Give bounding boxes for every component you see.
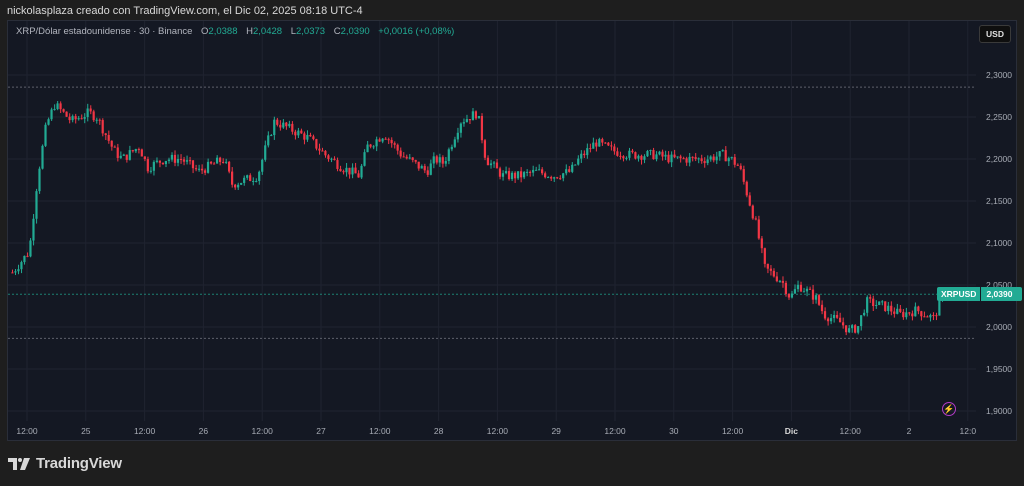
change-value: +0,0016 (+0,08%) [378,26,455,37]
close-value: 2,0390 [340,26,370,37]
lightning-alert-icon[interactable]: ⚡ [942,402,956,416]
price-tick-label: 1,9500 [986,364,1012,374]
price-tick-label: 2,2000 [986,154,1012,164]
brand-name: TradingView [36,455,122,472]
price-tick-label: 2,0000 [986,322,1012,332]
price-tick-label: 2,1000 [986,238,1012,248]
plot-area[interactable]: XRP/Dólar estadounidense · 30 · Binance … [8,21,976,421]
time-tick-label: 29 [551,426,561,436]
time-tick-label: 30 [669,426,679,436]
time-tick-label: 26 [198,426,209,436]
price-axis[interactable]: 2,3000 2,2500 2,2000 2,1500 2,1000 2,0500 2,00… [976,21,1017,440]
price-tick-label: 2,0500 [986,280,1012,290]
time-tick-label: 12:00 [839,426,861,436]
time-tick-label: 28 [433,426,444,436]
last-price-value: 2,0390 [981,287,1023,301]
last-price-symbol: XRPUSD [937,287,981,301]
open-value: 2,0388 [208,26,238,37]
last-price-tag: XRPUSD 2,0390 [937,287,1023,301]
time-axis[interactable]: 12:00 25 12:00 26 12:00 27 12:00 28 12:00 29 12:00… [8,421,976,440]
high-value: 2,0428 [253,26,283,37]
chart-caption: nickolasplaza creado con TradingView.com… [7,5,363,17]
time-tick-label: 12:00 [369,426,391,436]
candlestick-chart[interactable] [8,21,976,421]
time-tick-label: 12:00 [251,426,273,436]
chart-panel[interactable]: XRP/Dólar estadounidense · 30 · Binance … [7,20,1023,441]
time-tick-label: 12:00 [16,426,38,436]
time-tick-label: 12:00 [721,426,744,436]
time-tick-label: 25 [81,426,91,436]
tradingview-logo: TradingView [8,455,122,472]
currency-button[interactable]: USD [979,25,1011,43]
price-tick-label: 2,1500 [986,196,1012,206]
time-tick-label: 27 [316,426,326,436]
time-tick-label: 2 [906,426,912,436]
time-tick-label: 12:0 [959,426,977,436]
time-tick-label: Dic [784,426,799,436]
time-tick-label: 12:00 [133,426,156,436]
symbol-legend: XRP/Dólar estadounidense · 30 · Binance … [16,26,455,37]
tradingview-logo-icon [8,457,30,470]
price-tick-label: 1,9000 [986,406,1012,416]
low-value: 2,0373 [296,26,326,37]
price-tick-label: 2,3000 [986,70,1012,80]
time-tick-label: 12:00 [486,426,509,436]
time-tick-label: 12:00 [604,426,626,436]
symbol-title: XRP/Dólar estadounidense · 30 · Binance [16,26,193,37]
price-tick-label: 2,2500 [986,112,1012,122]
